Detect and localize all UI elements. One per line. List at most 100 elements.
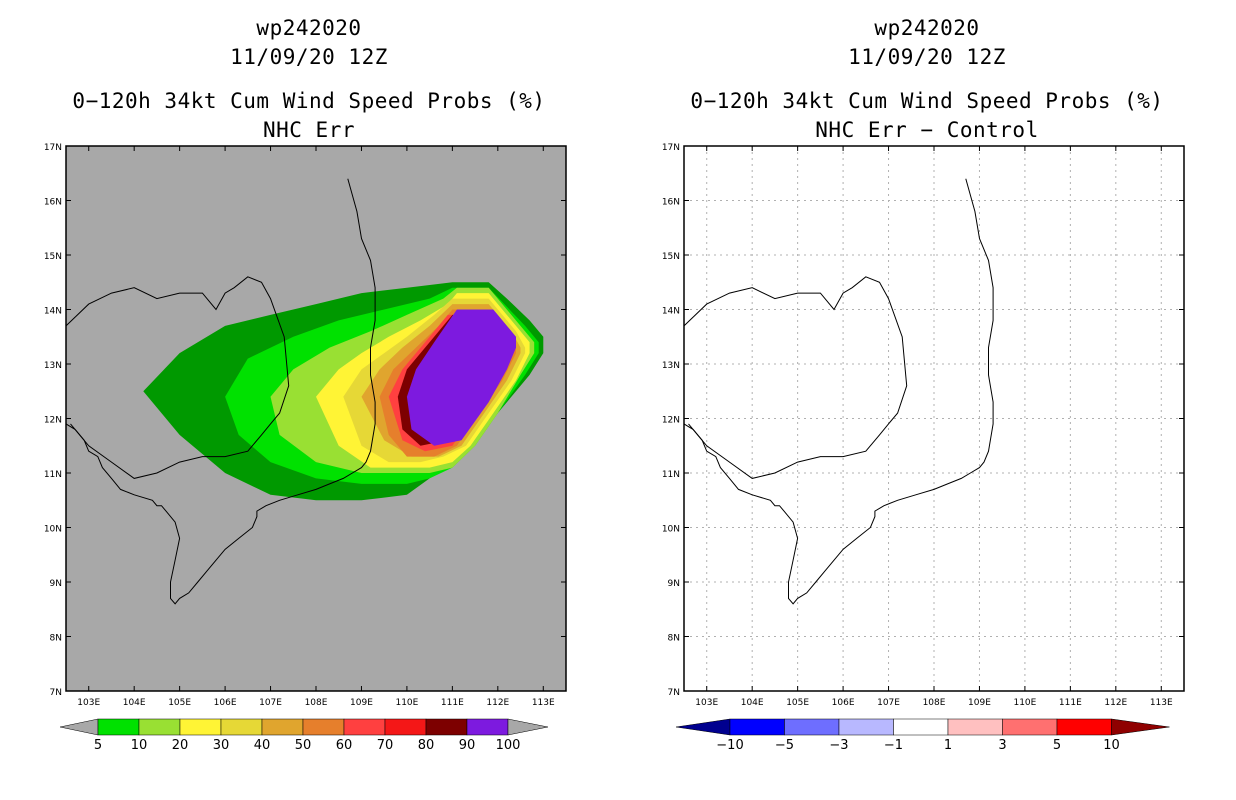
lon-label: 108E [305, 698, 328, 708]
product-subtitle: NHC Err [262, 118, 355, 142]
lat-label: 14N [44, 307, 62, 317]
lon-label: 105E [786, 698, 809, 708]
lat-label: 16N [44, 198, 62, 208]
country-border [683, 276, 908, 479]
product-title: 0−120h 34kt Cum Wind Speed Probs (%) [690, 89, 1164, 113]
colorbar-swatch [1056, 718, 1112, 736]
colorbar-label: 50 [295, 738, 312, 753]
lon-label: 103E [77, 698, 100, 708]
colorbar-swatch [466, 718, 509, 736]
datetime: 11/09/20 12Z [848, 45, 1006, 69]
prob-contour-90 [406, 309, 516, 446]
lat-label: 12N [662, 416, 680, 426]
lat-label: 7N [50, 688, 62, 698]
lat-label: 8N [50, 634, 62, 644]
lon-label: 104E [123, 698, 146, 708]
colorbar-label: 5 [94, 738, 102, 753]
colorbar-swatch [220, 718, 263, 736]
colorbar-swatch [302, 718, 345, 736]
probability-map: 7N 8N 9N 10N 11N 12N 13N 14N 15N 16N 17N 103E 104E 10… [44, 143, 567, 753]
lat-label: 8N [668, 634, 680, 644]
lon-label: 113E [532, 698, 555, 708]
lon-label: 105E [168, 698, 191, 708]
colorbar-swatch [893, 718, 949, 736]
colorbar-label: 20 [172, 738, 189, 753]
lat-label: 7N [668, 688, 680, 698]
lon-label: 111E [1059, 698, 1082, 708]
colorbar-label: −1 [884, 738, 903, 753]
lon-label: 108E [923, 698, 946, 708]
colorbar-label: 100 [496, 738, 521, 753]
lon-label: 109E [350, 698, 373, 708]
lon-label: 113E [1150, 698, 1173, 708]
colorbar-label: 40 [254, 738, 271, 753]
lon-label: 111E [441, 698, 464, 708]
colorbar-swatch [384, 718, 427, 736]
colorbar-swatch [97, 718, 140, 736]
lat-label: 17N [44, 143, 62, 153]
colorbar-swatch [947, 718, 1003, 736]
colorbar-label: 10 [131, 738, 148, 753]
lat-label: 15N [662, 252, 680, 262]
lat-label: 15N [44, 252, 62, 262]
lat-label: 14N [662, 307, 680, 317]
lon-label: 112E [486, 698, 509, 708]
lat-label: 9N [668, 579, 680, 589]
colorbar-swatch [729, 718, 785, 736]
colorbar-label: 10 [1103, 738, 1120, 753]
right-panel: wp242020 11/09/20 12Z 0−120h 34kt Cum Wi… [618, 0, 1236, 800]
left-panel: wp242020 11/09/20 12Z 0−120h 34kt Cum Wi… [44, 16, 567, 753]
lon-label: 112E [1104, 698, 1127, 708]
lat-label: 11N [44, 470, 62, 480]
lat-label: 13N [662, 361, 680, 371]
lat-label: 10N [44, 525, 62, 535]
colorbar-label: 3 [998, 738, 1006, 753]
lon-label: 106E [214, 698, 237, 708]
colorbar-label: 60 [336, 738, 353, 753]
lat-label: 9N [50, 579, 62, 589]
colorbar-label: 1 [944, 738, 952, 753]
difference-map: 7N 8N 9N 10N 11N 12N 13N 14N 15N 16N 17N 103E 104E 10… [662, 143, 1185, 753]
product-subtitle: NHC Err − Control [815, 118, 1039, 142]
colorbar-under-arrow [675, 718, 731, 736]
colorbar-label: 90 [459, 738, 476, 753]
coastline [65, 178, 376, 605]
lat-label: 10N [662, 525, 680, 535]
country-border [65, 276, 290, 479]
coastline [683, 178, 994, 605]
colorbar-label: 80 [418, 738, 435, 753]
colorbar-label: 70 [377, 738, 394, 753]
colorbar-under-arrow [59, 718, 99, 736]
colorbar-swatch [838, 718, 894, 736]
lon-label: 109E [968, 698, 991, 708]
lon-label: 103E [695, 698, 718, 708]
colorbar-swatch [343, 718, 386, 736]
lon-label: 110E [395, 698, 418, 708]
datetime: 11/09/20 12Z [230, 45, 388, 69]
lon-label: 107E [877, 698, 900, 708]
colorbar-label: −3 [829, 738, 848, 753]
product-title: 0−120h 34kt Cum Wind Speed Probs (%) [72, 89, 546, 113]
lat-label: 16N [662, 198, 680, 208]
lon-label: 106E [832, 698, 855, 708]
colorbar-swatch [261, 718, 304, 736]
lon-label: 110E [1013, 698, 1036, 708]
lat-label: 11N [662, 470, 680, 480]
storm-id: wp242020 [256, 16, 362, 40]
colorbar-label: 30 [213, 738, 230, 753]
lat-label: 13N [44, 361, 62, 371]
colorbar-over-arrow [1111, 718, 1170, 736]
lat-label: 12N [44, 416, 62, 426]
colorbar-swatch [179, 718, 222, 736]
colorbar-over-arrow [507, 718, 549, 736]
lon-label: 107E [259, 698, 282, 708]
colorbar-swatch [425, 718, 468, 736]
lat-label: 17N [662, 143, 680, 153]
lon-label: 104E [741, 698, 764, 708]
colorbar-swatch [784, 718, 840, 736]
colorbar-label: −10 [716, 738, 743, 753]
storm-id: wp242020 [874, 16, 980, 40]
colorbar-label: 5 [1053, 738, 1061, 753]
colorbar-swatch [1002, 718, 1058, 736]
colorbar-label: −5 [775, 738, 794, 753]
